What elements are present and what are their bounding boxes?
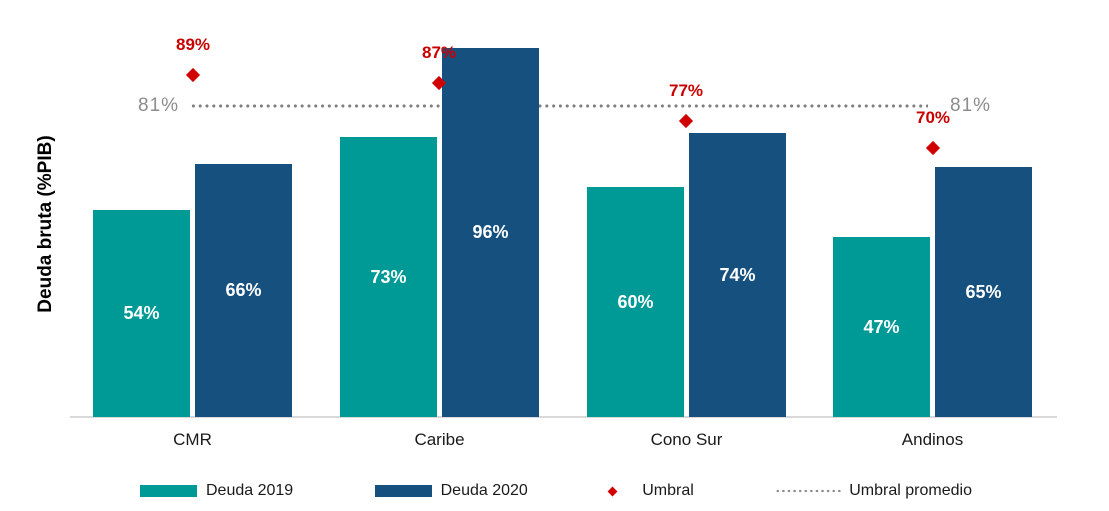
bar-value-label: 73%: [370, 266, 407, 287]
umbral-diamond-icon: [925, 140, 941, 156]
bar-value-label: 96%: [472, 222, 509, 242]
legend-diamond-icon: [607, 486, 618, 496]
legend-item-deuda-2019: Deuda 2019: [140, 482, 293, 500]
legend-label-umbral: Umbral: [642, 482, 694, 499]
umbral-value-label: 77%: [668, 81, 704, 100]
legend-item-umbral: Umbral: [607, 482, 694, 500]
x-axis-label-andinos: Andinos: [901, 430, 964, 449]
bar-deuda-2019-cono-sur: 60%: [587, 187, 684, 417]
bar-deuda-2020-caribe: 96%: [442, 48, 539, 417]
umbral-promedio-line: [190, 104, 928, 108]
umbral-value-label: 70%: [915, 108, 951, 127]
bar-value-label: 54%: [123, 303, 160, 323]
umbral-value-label: 89%: [175, 35, 211, 54]
bar-value-label: 47%: [863, 316, 900, 337]
x-axis-line: [70, 416, 1057, 418]
bar-value-label: 66%: [225, 280, 262, 300]
bar-value-label: 60%: [617, 291, 654, 312]
bar-deuda-2019-andinos: 47%: [833, 237, 930, 417]
legend-item-deuda-2020: Deuda 2020: [374, 482, 528, 500]
bar-deuda-2019-cmr: 54%: [93, 210, 190, 417]
x-axis-label-cono-sur: Cono Sur: [650, 430, 723, 449]
bar-value-label: 74%: [719, 264, 756, 285]
umbral-promedio-label-right: 81%: [950, 95, 992, 116]
umbral-diamond-icon: [678, 113, 694, 129]
bar-deuda-2019-caribe: 73%: [340, 137, 437, 417]
legend-dotted-line-icon: [775, 489, 844, 493]
x-axis-label-cmr: CMR: [173, 430, 212, 449]
bar-deuda-2020-cono-sur: 74%: [689, 133, 786, 417]
umbral-promedio-label-left: 81%: [138, 95, 180, 116]
umbral-diamond-icon: [185, 67, 201, 83]
bar-deuda-2020-andinos: 65%: [935, 167, 1032, 417]
legend-label-umbral-promedio: Umbral promedio: [849, 482, 972, 499]
bar-deuda-2020-cmr: 66%: [195, 164, 292, 417]
x-axis-label-caribe: Caribe: [414, 430, 465, 449]
legend-label-deuda-2019: Deuda 2019: [206, 482, 294, 499]
legend-label-deuda-2020: Deuda 2020: [440, 482, 528, 499]
bar-value-label: 65%: [965, 281, 1002, 302]
legend: Deuda 2019 Deuda 2020 Umbral Umbral prom…: [140, 478, 972, 504]
legend-swatch-deuda-2020: [374, 485, 432, 497]
umbral-value-label: 87%: [421, 43, 457, 62]
legend-item-umbral-promedio: Umbral promedio: [775, 482, 972, 500]
legend-swatch-deuda-2019: [140, 485, 197, 497]
